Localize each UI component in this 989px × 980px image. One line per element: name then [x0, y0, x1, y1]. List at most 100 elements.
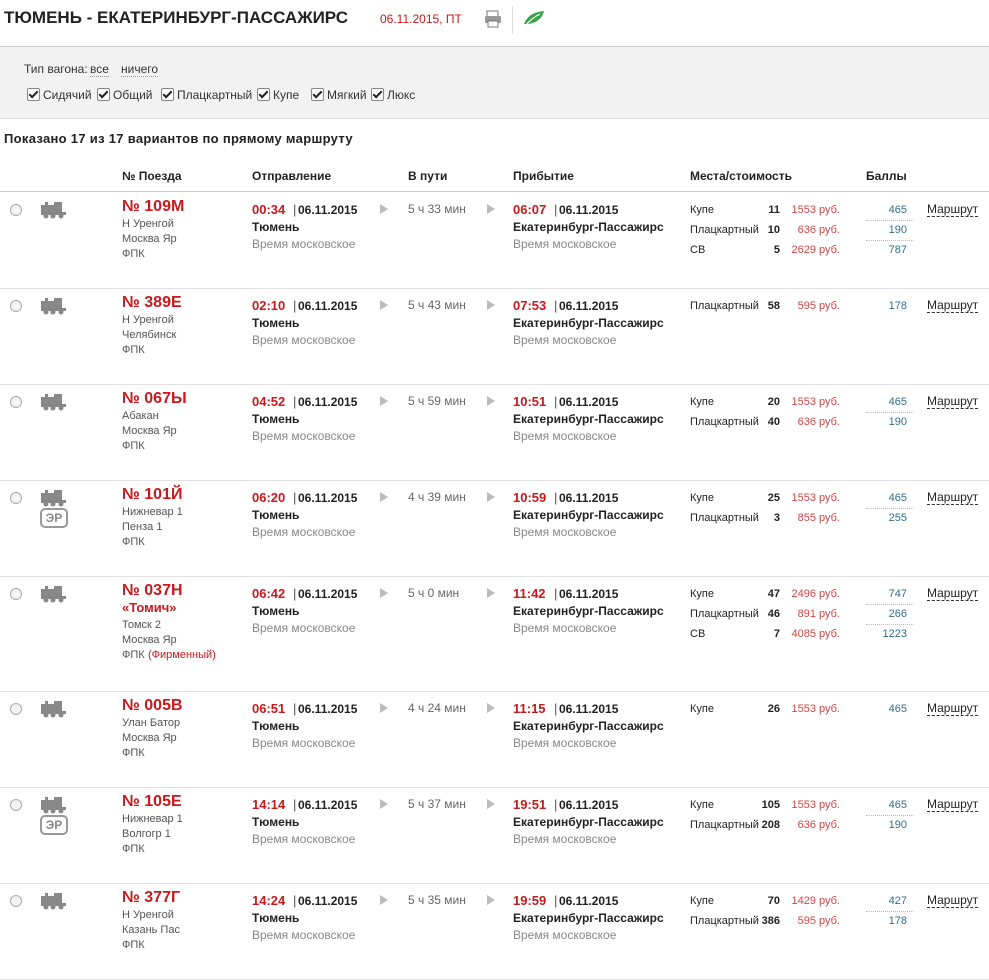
er-badge: ЭР [40, 815, 68, 835]
print-icon[interactable] [484, 10, 502, 28]
select-radio[interactable] [10, 204, 22, 216]
route-link[interactable]: Маршрут [927, 298, 979, 313]
duration: 5 ч 33 мин [408, 202, 466, 216]
seat-class: Плацкартный [690, 224, 759, 236]
seat-price: 636 руб. [797, 819, 840, 831]
dep-time: 14:24 [252, 893, 286, 908]
seat-price: 1553 руб. [791, 492, 840, 504]
type-label: Купе [273, 88, 300, 102]
seat-price: 595 руб. [797, 300, 840, 312]
route-station: Нижневар 1 [122, 506, 183, 518]
dep-date: 06.11.2015 [298, 491, 358, 505]
arrow [487, 300, 495, 310]
train-number: № 377Г [122, 889, 181, 906]
checkbox[interactable] [97, 88, 110, 101]
select-radio[interactable] [10, 703, 22, 715]
checkbox[interactable] [311, 88, 324, 101]
select-radio[interactable] [10, 895, 22, 907]
route-link[interactable]: Маршрут [927, 202, 979, 217]
seat-divider [866, 815, 914, 816]
column-header: Баллы [866, 169, 907, 183]
dep-station: Тюмень [252, 316, 300, 330]
seat-price: 1553 руб. [791, 703, 840, 715]
select-radio[interactable] [10, 588, 22, 600]
checkbox[interactable] [161, 88, 174, 101]
type-checkbox[interactable]: Плацкартный [161, 88, 252, 102]
carrier: ФПК [122, 536, 145, 548]
dep-time: 02:10 [252, 298, 286, 313]
select-all[interactable]: все [90, 62, 109, 77]
route-link[interactable]: Маршрут [927, 586, 979, 601]
dep-date: 06.11.2015 [298, 798, 358, 812]
dep-note: Время московское [252, 928, 356, 942]
arr-note: Время московское [513, 832, 617, 846]
duration: 5 ч 0 мин [408, 586, 460, 600]
type-checkbox[interactable]: Люкс [371, 88, 415, 102]
eco-icon[interactable] [522, 8, 546, 28]
route-link[interactable]: Маршрут [927, 394, 979, 409]
seat-count: 25 [767, 492, 780, 504]
arrow [487, 799, 495, 809]
arrow [380, 396, 388, 406]
checkbox[interactable] [27, 88, 40, 101]
arr-time: 07:53 [513, 298, 547, 313]
seat-count: 5 [773, 244, 780, 256]
type-checkbox[interactable]: Купе [257, 88, 299, 102]
route-link[interactable]: Маршрут [927, 490, 979, 505]
train-icon [41, 893, 66, 910]
summary: Показано 17 из 17 вариантов по прямому м… [4, 131, 353, 146]
seat-points: 465 [888, 396, 907, 408]
type-checkbox[interactable]: Сидячий [27, 88, 92, 102]
train-row: № 037Н «Томич» Томск 2 Москва Яр ФПК (Фирменн… [0, 576, 989, 692]
select-radio[interactable] [10, 799, 22, 811]
column-header: № Поезда [122, 169, 182, 183]
carrier: ФПК [122, 344, 145, 356]
select-radio[interactable] [10, 396, 22, 408]
date: 06.11.2015, ПТ [380, 12, 462, 26]
separator: | [554, 893, 558, 908]
route-link[interactable]: Маршрут [927, 797, 979, 812]
route-station: Казань Пас [122, 924, 180, 936]
seat-points: 190 [888, 819, 907, 831]
train-name: «Томич» [122, 600, 177, 615]
select-none[interactable]: ничего [121, 62, 159, 77]
seat-class: Плацкартный [690, 819, 759, 831]
train-row: № 109М Н Уренгой Москва Яр ФПК 00:34 | 06.11.2… [0, 192, 989, 289]
dep-station: Тюмень [252, 815, 300, 829]
route-station: Абакан [122, 410, 159, 422]
dep-date: 06.11.2015 [298, 894, 358, 908]
select-radio[interactable] [10, 492, 22, 504]
type-checkbox[interactable]: Общий [97, 88, 153, 102]
route-link[interactable]: Маршрут [927, 701, 979, 716]
seat-points: 465 [888, 204, 907, 216]
arr-time: 11:42 [513, 586, 546, 601]
duration: 4 ч 24 мин [408, 701, 466, 715]
seat-divider [866, 412, 914, 413]
seat-price: 636 руб. [797, 416, 840, 428]
seat-divider [866, 508, 914, 509]
type-checkbox[interactable]: Мягкий [311, 88, 367, 102]
dep-note: Время московское [252, 333, 356, 347]
route-link[interactable]: Маршрут [927, 893, 979, 908]
train-row: ЭР № 101Й Нижневар 1 Пенза 1 ФПК 06:20 | 06.11.… [0, 480, 989, 577]
dep-date: 06.11.2015 [298, 587, 358, 601]
column-header: В пути [408, 169, 448, 183]
train-number: № 109М [122, 198, 185, 215]
arr-note: Время московское [513, 525, 617, 539]
arr-time: 10:51 [513, 394, 547, 409]
train-row: № 005В Улан Батор Москва Яр ФПК 06:51 | 06.11.… [0, 691, 989, 788]
checkbox[interactable] [257, 88, 270, 101]
route-station: Челябинск [122, 329, 177, 341]
page: {"header":{"title":"ТЮМЕНЬ - ЕКАТЕРИНБУР… [0, 0, 989, 832]
dep-station: Тюмень [252, 911, 300, 925]
arrow [487, 204, 495, 214]
dep-note: Время московское [252, 237, 356, 251]
checkbox[interactable] [371, 88, 384, 101]
seat-price: 2629 руб. [791, 244, 840, 256]
seat-count: 26 [767, 703, 780, 715]
select-radio[interactable] [10, 300, 22, 312]
dep-note: Время московское [252, 525, 356, 539]
train-icon [41, 202, 66, 219]
arr-time: 10:59 [513, 490, 547, 505]
arr-station: Екатеринбург-Пассажирс [513, 719, 664, 733]
